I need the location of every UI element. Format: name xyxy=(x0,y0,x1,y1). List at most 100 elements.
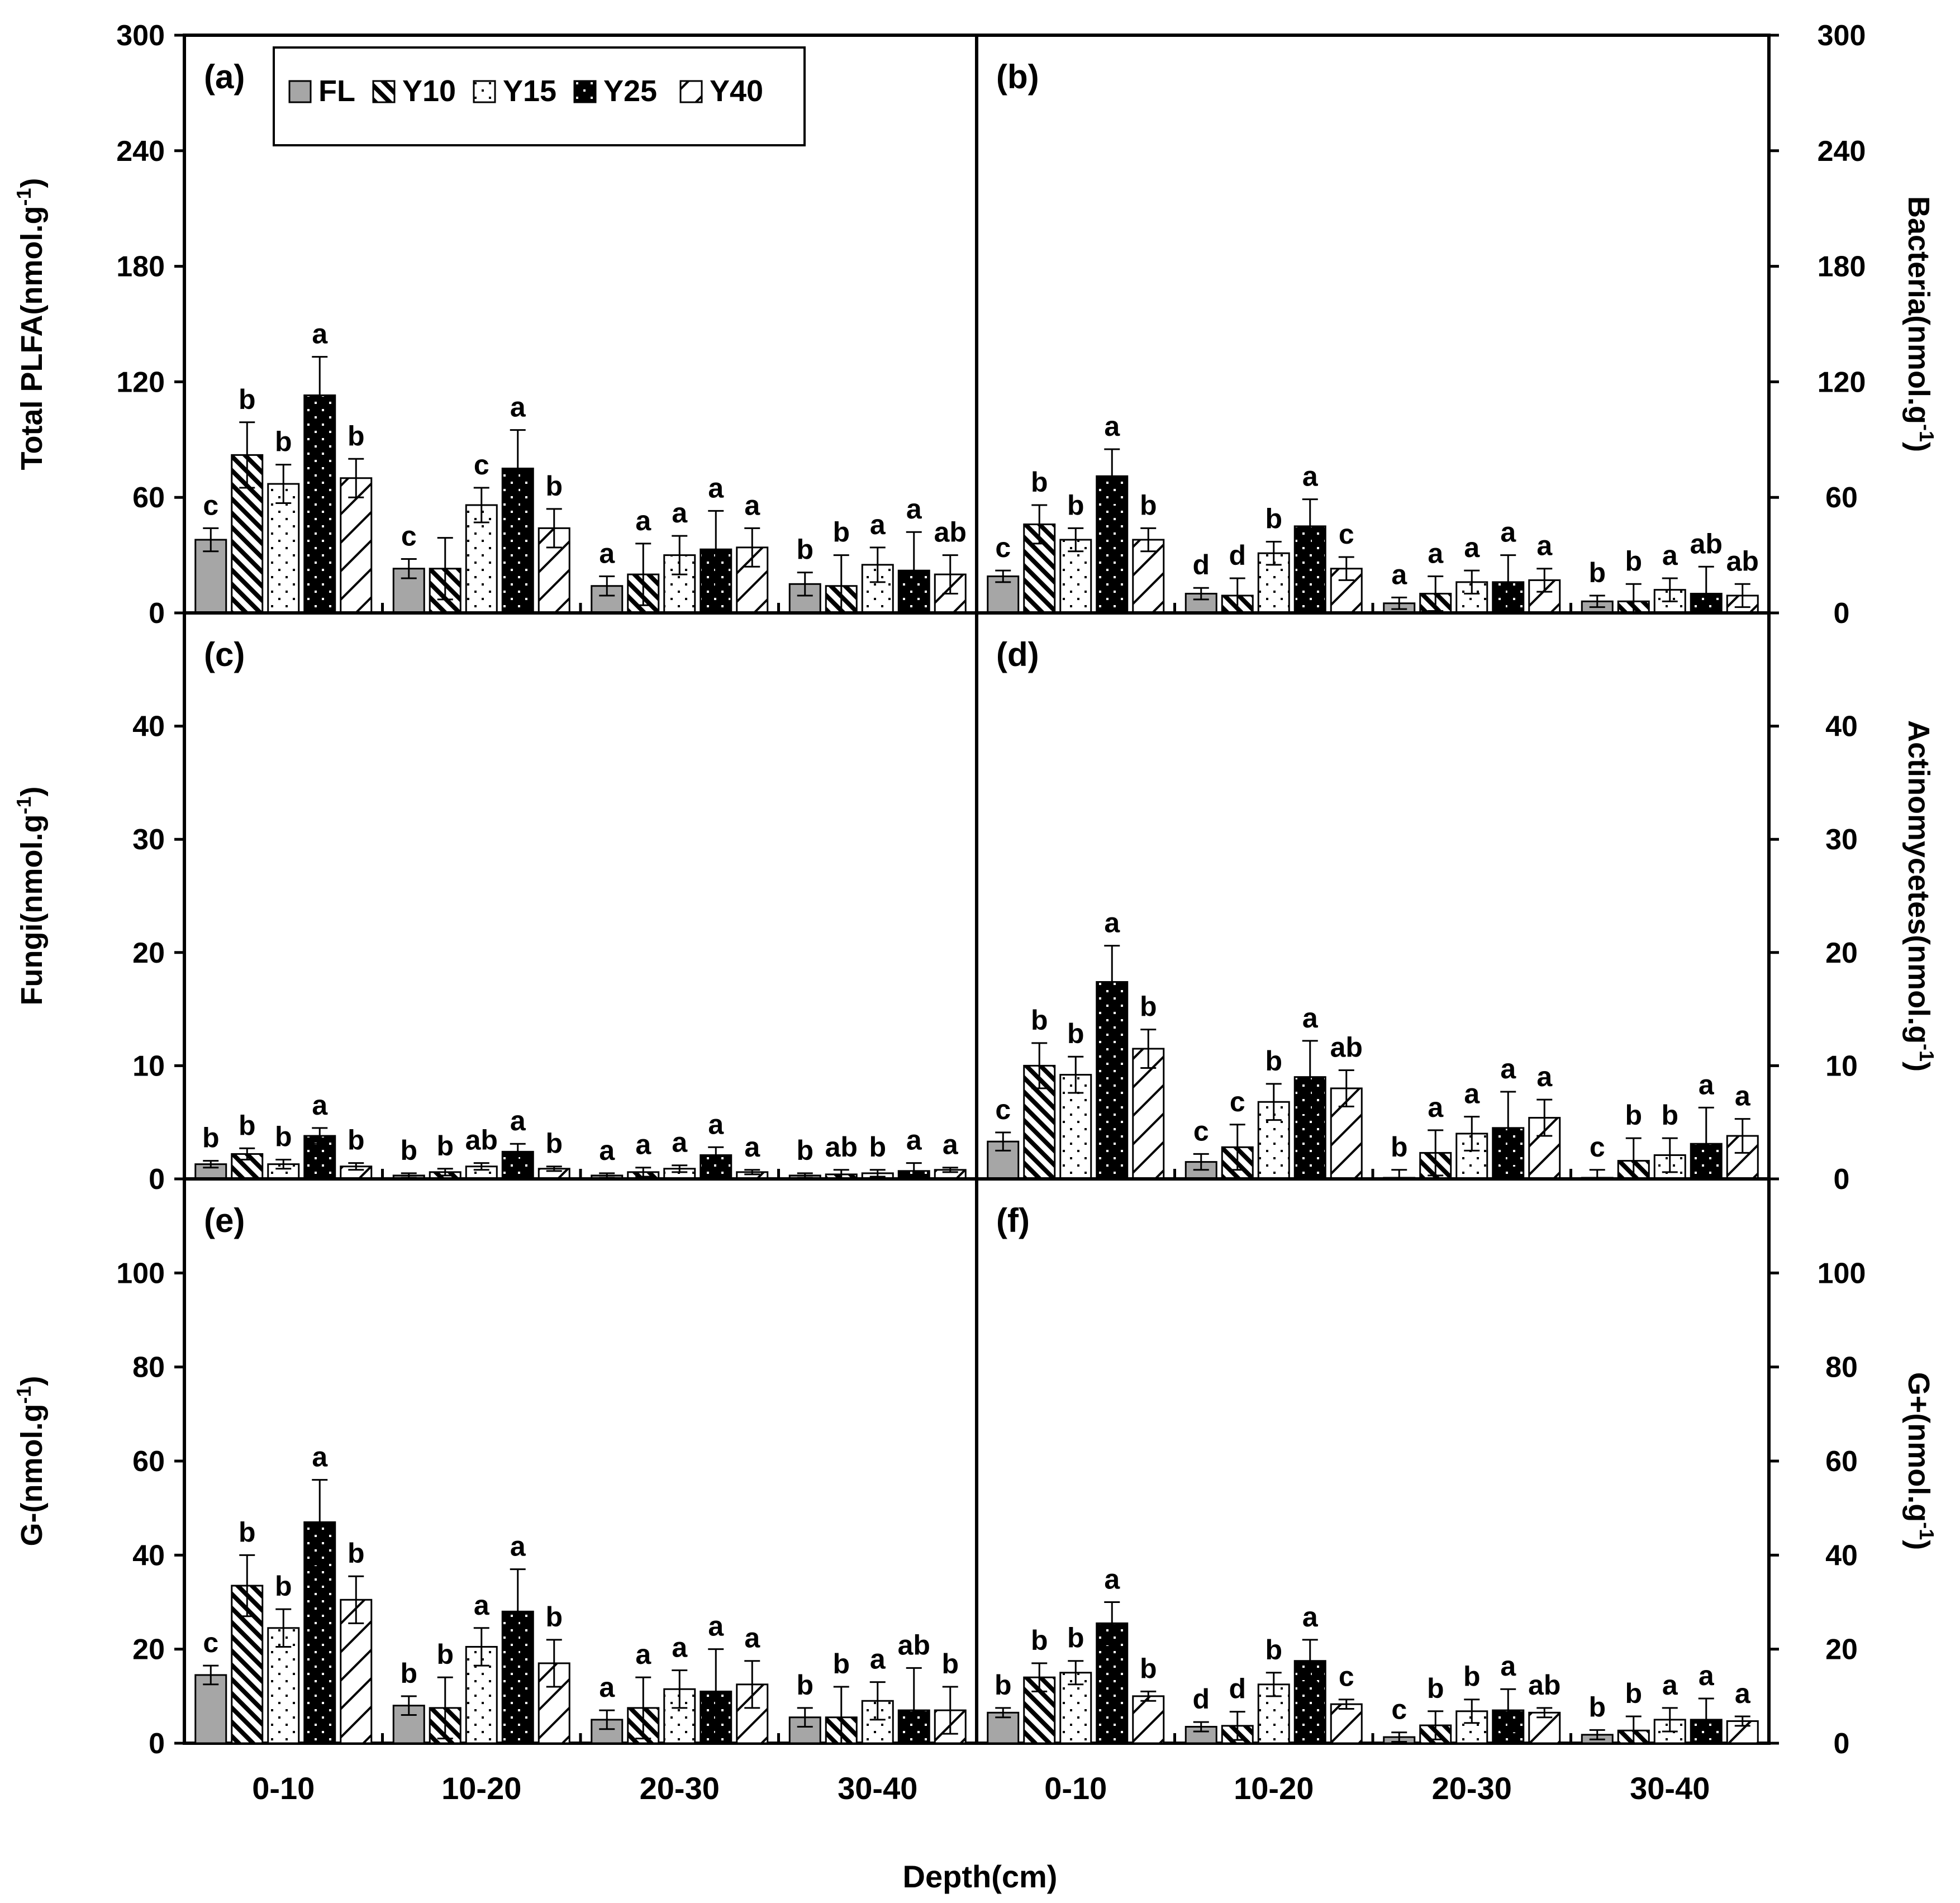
significance-letter: a xyxy=(312,318,328,350)
y-tick-label: 20 xyxy=(132,1634,165,1666)
y-axis-title-sup: -1 xyxy=(12,1386,35,1404)
significance-letter: b xyxy=(1625,1100,1642,1131)
significance-letter: b xyxy=(1391,1131,1408,1163)
significance-letter: a xyxy=(744,489,760,521)
significance-letter: b xyxy=(545,1601,563,1633)
y-axis-title-main: G-(nmol.g xyxy=(15,1404,49,1547)
bar-y40 xyxy=(1330,1703,1363,1744)
significance-letter: ab xyxy=(1726,545,1759,577)
y-axis-title: G-(nmol.g-1) xyxy=(12,1376,49,1547)
significance-letter: b xyxy=(1427,1673,1444,1704)
significance-letter: a xyxy=(1464,1078,1480,1110)
y-tick-label: 120 xyxy=(116,366,165,398)
legend-swatch-y40 xyxy=(679,80,703,103)
significance-letter: b xyxy=(400,1135,417,1166)
significance-letter: a xyxy=(1302,1002,1319,1034)
significance-letter: a xyxy=(1662,540,1678,571)
significance-letter: b xyxy=(239,1516,256,1548)
y-tick-label: 0 xyxy=(149,1163,165,1196)
significance-letter: b xyxy=(832,517,850,548)
panel-a: 0 60 120 180 240 300 Total PLFA(nmol.g-1) (a) c b… xyxy=(12,20,978,630)
panel-label: (d) xyxy=(996,636,1039,673)
significance-letter: c xyxy=(474,449,489,480)
legend-label-fl: FL xyxy=(318,74,355,108)
significance-letter: a xyxy=(1391,559,1407,590)
significance-letter: a xyxy=(510,1531,526,1562)
x-tick-label: 30-40 xyxy=(838,1771,917,1806)
significance-letter: d xyxy=(1192,1683,1210,1715)
significance-letter: a xyxy=(708,1611,724,1642)
y-axis-title: Actinomycetes(nmol.g-1) xyxy=(1902,720,1938,1072)
legend-swatch-y10 xyxy=(372,80,396,103)
significance-letter: a xyxy=(1104,1564,1120,1595)
significance-letter: b xyxy=(1588,557,1606,588)
y-axis-title-close: ) xyxy=(15,1376,49,1386)
bar-y40 xyxy=(1132,1695,1165,1744)
panel-b: 060120180240300Bacteria(nmol.g-1)(b)cbba… xyxy=(975,20,1938,630)
y-tick-label: 20 xyxy=(1825,1634,1858,1666)
significance-letter: b xyxy=(1067,489,1084,521)
significance-letter: b xyxy=(348,1538,365,1569)
significance-letter: b xyxy=(436,1130,454,1162)
significance-letter: a xyxy=(672,497,688,529)
y-axis-title-sup: -1 xyxy=(1915,1522,1938,1540)
y-axis-title: Bacteria(nmol.g-1) xyxy=(1902,196,1938,452)
y-axis-title-main: Bacteria(nmol.g xyxy=(1902,196,1935,424)
y-tick-label: 0 xyxy=(1834,597,1850,630)
y-tick-label: 30 xyxy=(1825,824,1858,856)
y-axis-title-sup: -1 xyxy=(12,797,35,815)
significance-letter: a xyxy=(635,505,651,536)
significance-letter: c xyxy=(1339,1661,1354,1692)
significance-letter: ab xyxy=(898,1629,930,1661)
significance-letter: a xyxy=(744,1623,760,1654)
y-axis-title-close: ) xyxy=(15,178,49,188)
significance-letter: a xyxy=(1464,532,1480,563)
panel-label: (a) xyxy=(204,58,245,96)
legend-swatch-y25 xyxy=(573,80,597,103)
y-tick-label: 300 xyxy=(1818,20,1866,52)
significance-letter: ab xyxy=(465,1125,498,1156)
bar-y15 xyxy=(267,483,300,614)
y-axis-title-close: ) xyxy=(1902,1540,1935,1550)
y-tick-label: 0 xyxy=(1834,1728,1850,1760)
legend-swatch-y15 xyxy=(473,80,496,103)
y-axis-title-close: ) xyxy=(15,787,49,797)
significance-letter: d xyxy=(1229,540,1246,571)
bar-y40 xyxy=(1132,1048,1165,1180)
significance-letter: b xyxy=(202,1122,220,1154)
significance-letter: b xyxy=(1067,1018,1084,1049)
y-tick-label: 300 xyxy=(116,20,165,52)
x-tick-label: 10-20 xyxy=(1234,1771,1314,1806)
significance-letter: a xyxy=(708,1109,724,1140)
x-tick-label: 10-20 xyxy=(441,1771,521,1806)
x-tick-label: 30-40 xyxy=(1630,1771,1710,1806)
significance-letter: b xyxy=(1265,1634,1282,1666)
significance-letter: b xyxy=(995,1669,1012,1701)
significance-letter: a xyxy=(672,1127,688,1158)
significance-letter: c xyxy=(1590,1131,1605,1163)
significance-letter: b xyxy=(869,1131,886,1163)
panel-frame xyxy=(183,1177,978,1745)
significance-letter: b xyxy=(545,470,563,502)
y-tick-label: 240 xyxy=(1818,135,1866,168)
y-tick-label: 60 xyxy=(1825,1445,1858,1478)
y-tick-label: 10 xyxy=(1825,1050,1858,1082)
y-tick-label: 40 xyxy=(132,1539,165,1572)
legend-label-y40: Y40 xyxy=(710,74,763,108)
significance-letter: c xyxy=(1339,518,1354,550)
significance-letter: a xyxy=(1699,1660,1715,1691)
significance-letter: ab xyxy=(1330,1032,1363,1063)
y-axis-title-sup: -1 xyxy=(1915,424,1938,442)
significance-letter: b xyxy=(436,1639,454,1670)
y-axis-title-close: ) xyxy=(1902,1062,1935,1072)
y-axis-title-main: Fungi(nmol.g xyxy=(15,815,49,1006)
y-axis-title: G+(nmol.g-1) xyxy=(1902,1372,1938,1550)
y-tick-label: 80 xyxy=(1825,1352,1858,1384)
legend-label-y10: Y10 xyxy=(402,74,456,108)
significance-letter: c xyxy=(203,1627,218,1658)
legend-label-y25: Y25 xyxy=(603,74,657,108)
significance-letter: a xyxy=(599,1135,615,1166)
